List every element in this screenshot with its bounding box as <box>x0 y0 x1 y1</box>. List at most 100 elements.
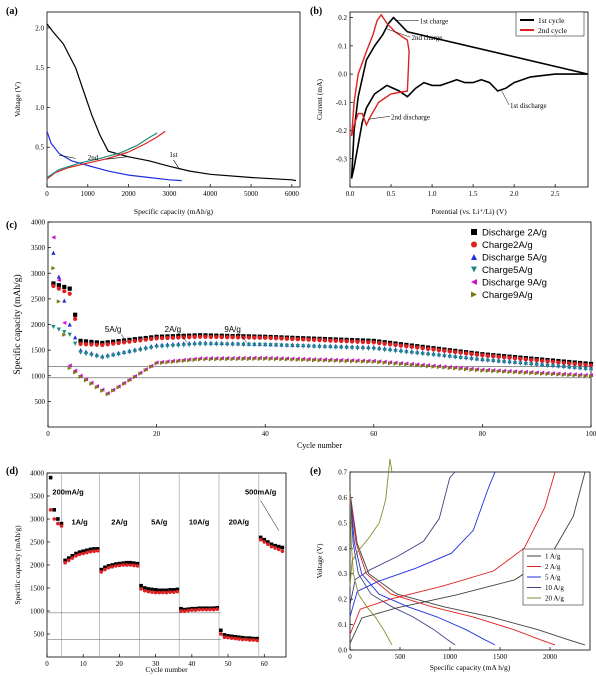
panel-c-point <box>491 354 496 359</box>
panel-c-point <box>187 358 192 363</box>
panel-c-series-1 <box>51 283 594 368</box>
panel-c-point <box>94 385 99 390</box>
panel-d-point-charge <box>182 609 187 613</box>
panel-c-point <box>121 340 127 345</box>
panel-a: (a) 0 1000 2000 3000 4000 5000 6000 0.5 1.0 1.5 2.0… <box>6 6 301 216</box>
panel-d-point-charge <box>106 565 111 570</box>
panel-d-point-charge <box>150 590 154 594</box>
1-x-tick-label: 0.0 <box>346 190 355 198</box>
panel-d-point-charge <box>99 570 104 574</box>
panel-d-point-discharge <box>276 544 281 549</box>
panel-c-point <box>556 364 561 369</box>
panel-c-point <box>578 362 583 367</box>
panel-c-point <box>349 359 355 364</box>
panel-c-point <box>170 359 175 365</box>
panel-d-point-charge <box>95 548 100 553</box>
panel-d-point-discharge <box>269 542 274 547</box>
panel-c-point <box>371 359 376 365</box>
3-x-tick-label: 60 <box>261 660 269 668</box>
panel-d-point-charge <box>251 638 256 642</box>
panel-c-point <box>127 378 132 383</box>
panel-c-point <box>583 367 588 372</box>
panel-c-y-axis-title: Specific capacity (mAh/g) <box>12 274 23 374</box>
panel-c-point <box>273 336 279 341</box>
panel-c-point <box>301 337 306 342</box>
panel-c-point <box>192 334 197 340</box>
panel-c-point <box>339 345 344 350</box>
panel-e-legend-label: 1 A/g <box>545 553 561 561</box>
panel-c-point <box>491 359 496 364</box>
panel-c-annotation-arrow <box>180 334 188 343</box>
panel-c-point <box>132 338 137 344</box>
panel-c-point <box>170 343 175 349</box>
3-x-tick-label: 0 <box>45 660 49 668</box>
panel-c-label: (c) <box>6 220 17 231</box>
panel-c-point <box>550 364 556 369</box>
panel-b-curve-second <box>350 13 410 137</box>
panel-d-point-discharge <box>66 556 71 560</box>
panel-d-point-discharge <box>226 634 230 638</box>
panel-d-point-charge <box>110 565 114 569</box>
panel-c-point <box>377 360 382 365</box>
panel-c-point <box>328 345 333 350</box>
3-y-tick-label: 1000 <box>30 608 45 616</box>
panel-c-point <box>225 335 230 340</box>
4-x-tick-label: 1000 <box>443 653 458 661</box>
panel-c-point <box>56 286 61 291</box>
panel-d-point-charge <box>190 608 194 612</box>
panel-c-point <box>333 338 338 343</box>
panel-c-point <box>507 360 512 365</box>
panel-c-point <box>143 347 148 352</box>
panel-c-point <box>165 360 170 365</box>
panel-c-point <box>344 339 349 344</box>
panel-c-point <box>252 335 257 340</box>
panel-c-point <box>67 363 72 368</box>
panel-c-point <box>230 342 235 347</box>
panel-c-point <box>366 346 371 351</box>
panel-e-charge-curve <box>349 471 496 617</box>
panel-d-point-discharge <box>247 636 252 640</box>
panel-d: (d) 0 10 20 30 40 50 60 500 1000 1500 2000 2500 3000 3… <box>6 466 287 674</box>
1-y-tick-label: 0.0 <box>338 71 347 79</box>
panel-c-point <box>355 359 360 364</box>
panel-c-point <box>51 283 56 289</box>
panel-c-point <box>426 346 431 351</box>
panel-c-point <box>100 388 105 393</box>
panel-c-point <box>159 336 165 341</box>
panel-d-point-charge <box>208 607 212 612</box>
panel-c-point <box>333 345 338 350</box>
panel-d-point-charge <box>56 521 60 526</box>
panel-d-label: (d) <box>6 466 18 477</box>
panel-d-point-charge <box>142 588 147 593</box>
3-plot-frame <box>46 472 287 658</box>
panel-d-annotation: 1A/g <box>71 518 88 527</box>
panel-c: (c) 0 20 40 60 80 100 500 1000 1500 2000 2500 3000 35… <box>6 219 596 451</box>
panel-d-point-charge <box>92 549 96 553</box>
2-x-tick-label: 0 <box>46 430 50 438</box>
1-x-tick-label: 1.5 <box>469 190 478 198</box>
panel-c-point <box>502 369 507 374</box>
panel-d-point-discharge <box>74 551 78 556</box>
panel-c-point <box>496 359 501 364</box>
panel-e-x-axis-title: Specific capacity (mA h/g) <box>430 663 511 672</box>
panel-c-point <box>83 378 89 383</box>
panel-c-point <box>203 334 208 339</box>
panel-c-point <box>214 357 219 362</box>
panel-c-point <box>480 358 485 363</box>
1-x-tick-label: 1.0 <box>428 190 437 198</box>
panel-c-point <box>94 354 99 359</box>
panel-d-point-discharge <box>110 563 114 567</box>
panel-d-point-discharge <box>56 517 60 521</box>
panel-c-point <box>387 348 393 353</box>
panel-e-charge-curve <box>349 471 556 635</box>
panel-b-annotation: 1st discharge <box>510 102 547 110</box>
panel-c-point <box>404 362 409 367</box>
panel-c-point <box>317 344 322 350</box>
panel-c-point <box>393 361 398 366</box>
panel-c-point <box>279 343 284 348</box>
panel-c-point <box>344 345 349 351</box>
panel-d-point-charge <box>52 517 57 521</box>
panel-d-point-discharge <box>240 635 245 640</box>
panel-c-point <box>62 332 67 337</box>
panel-c-point <box>420 346 425 351</box>
